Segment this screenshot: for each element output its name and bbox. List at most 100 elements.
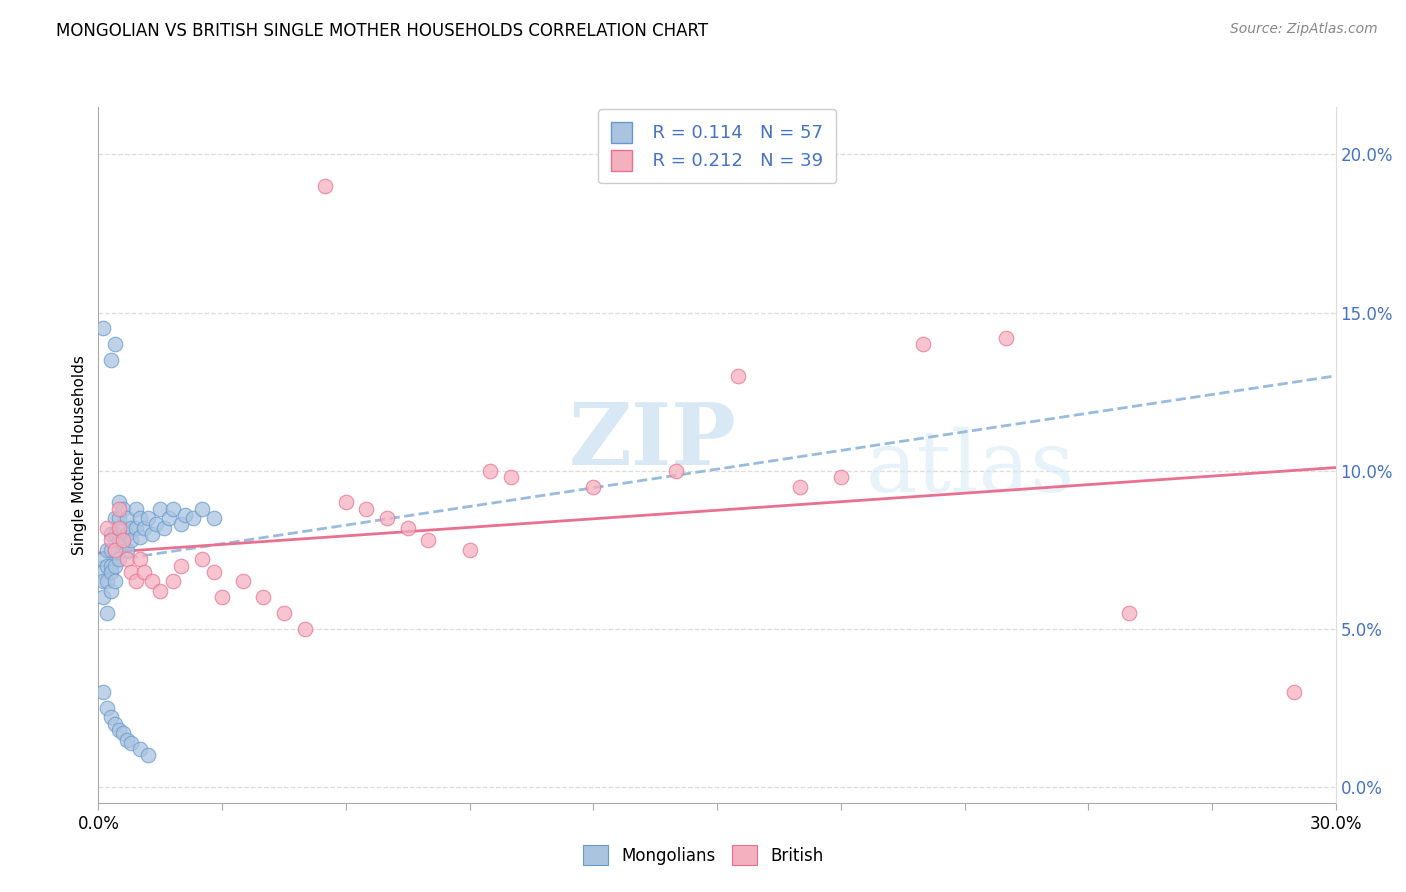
Point xyxy=(181,511,204,525)
Point xyxy=(149,501,172,516)
Point xyxy=(153,521,176,535)
Point xyxy=(104,716,127,731)
Text: MONGOLIAN VS BRITISH SINGLE MOTHER HOUSEHOLDS CORRELATION CHART: MONGOLIAN VS BRITISH SINGLE MOTHER HOUSE… xyxy=(56,22,709,40)
Point xyxy=(830,470,852,484)
Point xyxy=(128,511,150,525)
Point xyxy=(665,464,688,478)
Point xyxy=(1118,606,1140,620)
Point xyxy=(96,574,118,589)
Point xyxy=(211,591,233,605)
Point xyxy=(170,517,193,532)
Point xyxy=(132,521,155,535)
Point xyxy=(100,583,122,598)
Point xyxy=(100,353,122,368)
Point xyxy=(104,542,127,557)
Point xyxy=(789,479,811,493)
Point xyxy=(499,470,522,484)
Y-axis label: Single Mother Households: Single Mother Households xyxy=(72,355,87,555)
Point xyxy=(120,521,142,535)
Point xyxy=(190,501,212,516)
Point xyxy=(232,574,254,589)
Point xyxy=(479,464,502,478)
Point xyxy=(117,527,139,541)
Point xyxy=(100,558,122,573)
Point xyxy=(128,742,150,756)
Point xyxy=(202,565,225,579)
Point xyxy=(174,508,197,522)
Point xyxy=(112,536,135,550)
Point xyxy=(104,542,127,557)
Point xyxy=(100,565,122,579)
Point xyxy=(100,710,122,724)
Point xyxy=(112,533,135,548)
Point xyxy=(96,542,118,557)
Point xyxy=(96,521,118,535)
Point xyxy=(162,574,184,589)
Point xyxy=(117,511,139,525)
Point xyxy=(128,530,150,544)
Point xyxy=(128,552,150,566)
Point xyxy=(100,533,122,548)
Point xyxy=(157,511,180,525)
Point xyxy=(124,521,146,535)
Point xyxy=(120,533,142,548)
Point xyxy=(335,495,357,509)
Point xyxy=(96,606,118,620)
Point xyxy=(91,565,114,579)
Point xyxy=(994,331,1017,345)
Point xyxy=(104,527,127,541)
Point xyxy=(120,565,142,579)
Point xyxy=(104,337,127,351)
Point xyxy=(104,511,127,525)
Point xyxy=(112,501,135,516)
Point xyxy=(149,583,172,598)
Point xyxy=(117,552,139,566)
Point xyxy=(136,748,159,763)
Point xyxy=(108,533,131,548)
Point xyxy=(141,574,163,589)
Point xyxy=(375,511,398,525)
Point xyxy=(96,558,118,573)
Point xyxy=(356,501,378,516)
Point xyxy=(91,685,114,699)
Point xyxy=(252,591,274,605)
Point xyxy=(124,574,146,589)
Point xyxy=(458,542,481,557)
Point xyxy=(104,558,127,573)
Point xyxy=(1284,685,1306,699)
Point xyxy=(132,565,155,579)
Point xyxy=(108,521,131,535)
Point xyxy=(396,521,419,535)
Point xyxy=(141,527,163,541)
Point xyxy=(91,591,114,605)
Point xyxy=(162,501,184,516)
Point xyxy=(91,321,114,335)
Legend:   R = 0.114   N = 57,   R = 0.212   N = 39: R = 0.114 N = 57, R = 0.212 N = 39 xyxy=(598,109,837,184)
Point xyxy=(100,527,122,541)
Point xyxy=(108,501,131,516)
Point xyxy=(727,368,749,383)
Point xyxy=(108,723,131,737)
Text: Source: ZipAtlas.com: Source: ZipAtlas.com xyxy=(1230,22,1378,37)
Point xyxy=(912,337,935,351)
Point xyxy=(170,558,193,573)
Point xyxy=(117,732,139,747)
Point xyxy=(582,479,605,493)
Point xyxy=(108,552,131,566)
Point xyxy=(120,736,142,750)
Text: ZIP: ZIP xyxy=(568,399,737,483)
Legend: Mongolians, British: Mongolians, British xyxy=(572,836,834,875)
Point xyxy=(124,501,146,516)
Point xyxy=(202,511,225,525)
Point xyxy=(145,517,167,532)
Point xyxy=(104,574,127,589)
Point xyxy=(112,726,135,740)
Point xyxy=(91,552,114,566)
Point xyxy=(418,533,440,548)
Point xyxy=(314,179,336,194)
Text: atlas: atlas xyxy=(866,427,1074,510)
Point xyxy=(294,622,316,636)
Point xyxy=(136,511,159,525)
Point xyxy=(190,552,212,566)
Point xyxy=(100,542,122,557)
